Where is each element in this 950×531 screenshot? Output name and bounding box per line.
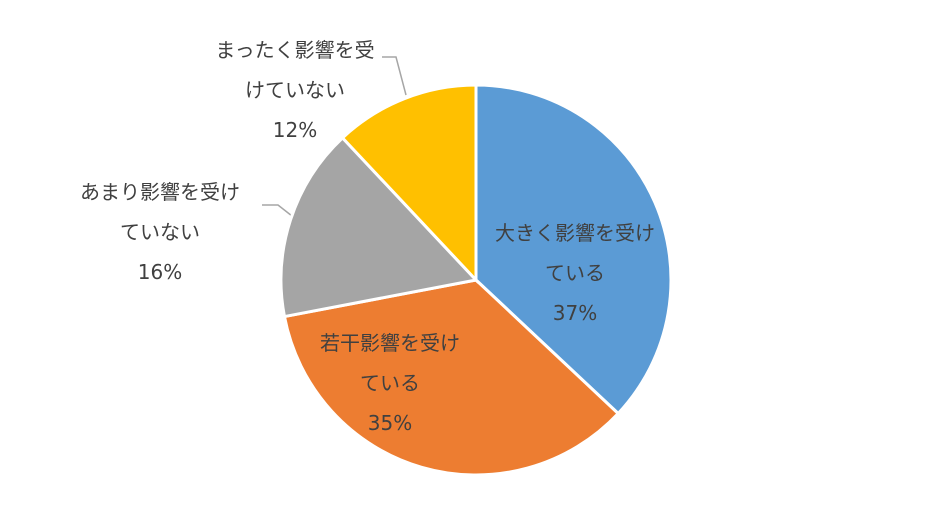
category-label: あまり影響を受けていない: [80, 180, 240, 244]
pie-slice: [279, 135, 479, 319]
category-label: 大きく影響を受けている: [495, 221, 655, 285]
leader-line: [382, 56, 407, 96]
leader-line: [262, 204, 293, 217]
category-label: 若干影響を受けている: [320, 331, 460, 395]
data-label: 大きく影響を受けている 37%: [490, 213, 660, 333]
pie-slice: [282, 278, 621, 477]
value-label: 37%: [552, 301, 598, 325]
value-label: 12%: [272, 118, 318, 142]
category-label: まったく影響を受けていない: [215, 38, 375, 102]
data-label: あまり影響を受けていない 16%: [75, 172, 245, 292]
value-label: 16%: [137, 260, 183, 284]
pie-slice: [474, 83, 673, 416]
data-label: 若干影響を受けている 35%: [315, 323, 465, 443]
value-label: 35%: [367, 411, 413, 435]
data-label: まったく影響を受けていない 12%: [210, 30, 380, 150]
pie-slice: [340, 83, 478, 284]
